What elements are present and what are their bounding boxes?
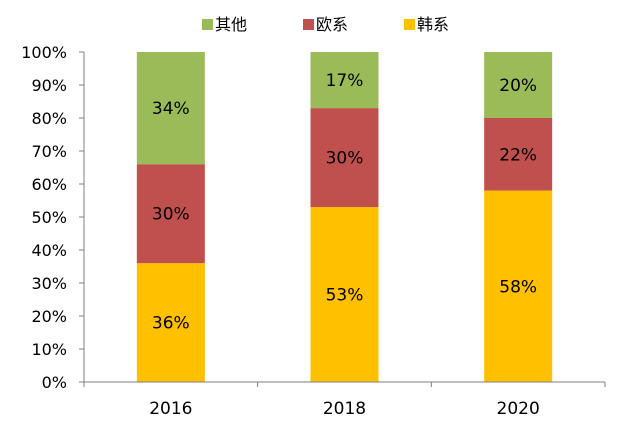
y-tick-label: 100%: [21, 43, 67, 62]
x-tick-label: 2018: [323, 399, 366, 419]
data-label: 17%: [326, 71, 364, 91]
legend-swatch: [202, 19, 213, 30]
y-tick-label: 30%: [31, 274, 67, 293]
bar-segment: [484, 190, 553, 382]
data-label: 36%: [152, 314, 190, 334]
x-axis: 2016 2018 2020: [83, 381, 606, 419]
data-label: 34%: [152, 99, 190, 119]
y-tick-label: 70%: [31, 142, 67, 161]
legend: 其他 欧系 韩系: [202, 15, 449, 34]
legend-swatch: [404, 19, 415, 30]
y-tick-label: 50%: [31, 208, 67, 227]
y-tick-label: 90%: [31, 76, 67, 95]
y-tick-label: 60%: [31, 175, 67, 194]
legend-label: 其他: [215, 15, 247, 34]
y-tick-label: 20%: [31, 307, 67, 326]
x-tick-label: 2016: [149, 399, 192, 419]
data-label: 53%: [326, 286, 364, 306]
bar-segment: [310, 207, 379, 382]
y-tick-label: 10%: [31, 340, 67, 359]
legend-label: 欧系: [316, 15, 348, 34]
legend-swatch: [303, 19, 314, 30]
bar-segment: [136, 263, 205, 382]
legend-label: 韩系: [417, 15, 449, 34]
data-label: 58%: [499, 277, 537, 297]
data-label: 30%: [152, 205, 190, 225]
bar-segment: [136, 164, 205, 264]
data-label: 30%: [326, 149, 364, 169]
y-axis: 0% 10% 20% 30% 40% 50% 60% 70% 80% 90% 100%: [21, 43, 85, 392]
data-label: 22%: [499, 145, 537, 165]
bar-segment: [310, 108, 379, 208]
bar-segment: [484, 118, 553, 191]
bar-segment: [484, 52, 553, 118]
bar-segment: [136, 52, 205, 165]
bars: 36% 30% 34% 53% 30% 17% 58% 22% 20%: [136, 52, 553, 382]
bar-segment: [310, 52, 379, 109]
x-tick-label: 2020: [497, 399, 540, 419]
data-label: 20%: [499, 76, 537, 96]
y-tick-label: 0%: [42, 373, 67, 392]
y-tick-label: 40%: [31, 241, 67, 260]
y-tick-label: 80%: [31, 109, 67, 128]
